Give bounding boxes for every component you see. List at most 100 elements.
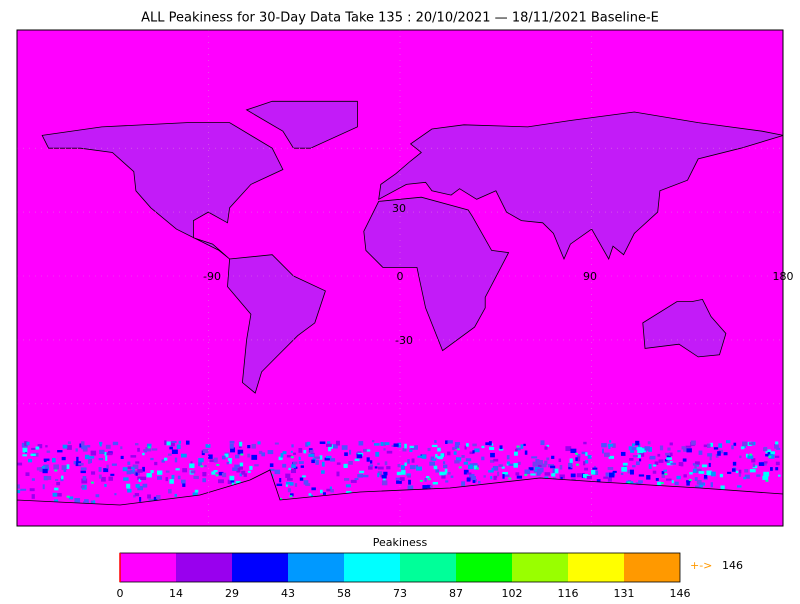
noise-cell [80,470,86,474]
noise-cell [204,465,207,468]
noise-cell [291,464,296,469]
noise-cell [170,441,175,447]
noise-cell [756,474,761,477]
noise-cell [507,461,510,465]
noise-cell [174,493,177,497]
noise-cell [269,463,274,468]
noise-cell [193,475,199,480]
noise-cell [622,462,628,466]
noise-cell [441,474,446,479]
noise-cell [427,478,431,481]
noise-cell [763,461,768,464]
noise-cell [703,444,708,448]
noise-cell [666,458,670,464]
lat-label: -30 [395,334,413,347]
noise-cell [386,466,391,470]
noise-cell [575,463,579,466]
noise-cell [286,455,292,458]
noise-cell [483,475,486,478]
noise-cell [156,495,161,500]
noise-cell [165,477,169,482]
noise-cell [416,466,422,471]
noise-cell [648,447,653,452]
noise-cell [738,469,742,474]
noise-cell [43,464,49,469]
noise-cell [145,447,152,452]
noise-cell [620,451,626,456]
noise-cell [592,467,598,470]
noise-cell [349,449,352,455]
noise-cell [694,461,700,465]
noise-cell [110,473,115,476]
noise-cell [605,472,610,477]
noise-cell [570,473,576,478]
noise-cell [485,442,491,446]
noise-cell [447,440,453,444]
noise-cell [469,451,474,455]
noise-cell [524,450,528,455]
noise-cell [432,481,438,485]
noise-cell [445,480,449,483]
noise-cell [488,470,494,473]
noise-cell [601,443,607,448]
noise-cell [742,441,748,447]
noise-cell [655,477,659,481]
noise-cell [731,468,736,472]
noise-cell [329,486,332,491]
noise-cell [749,453,753,456]
noise-cell [629,458,634,461]
noise-cell [516,475,523,479]
noise-cell [28,458,33,463]
noise-cell [698,471,705,474]
noise-cell [229,440,235,444]
noise-cell [67,441,71,445]
noise-cell [667,447,671,451]
noise-cell [612,443,616,448]
noise-cell [627,469,632,474]
noise-cell [536,459,543,465]
noise-cell [747,455,754,459]
noise-cell [80,485,85,489]
noise-cell [22,454,28,457]
noise-cell [176,444,181,449]
noise-cell [232,467,238,471]
noise-cell [142,483,148,488]
noise-cell [609,440,612,443]
noise-cell [422,485,428,490]
noise-cell [628,446,634,451]
noise-cell [553,468,559,474]
noise-cell [583,441,587,445]
noise-cell [377,466,384,470]
noise-cell [688,478,692,481]
noise-cell [213,470,218,473]
noise-cell [321,461,325,467]
noise-cell [247,470,251,473]
noise-cell [458,466,462,469]
noise-cell [587,455,592,459]
noise-cell [279,478,282,483]
noise-cell [133,494,136,498]
colorbar-tick-label: 87 [449,587,463,600]
noise-cell [490,443,494,446]
noise-cell [229,475,235,481]
noise-cell [290,468,297,474]
noise-cell [731,445,734,450]
noise-cell [335,440,340,446]
noise-cell [669,442,673,446]
noise-cell [623,465,627,468]
noise-cell [98,457,104,461]
noise-cell [707,453,713,457]
noise-cell [474,448,480,453]
noise-cell [463,469,469,475]
noise-cell [330,489,334,493]
noise-cell [701,464,708,468]
noise-cell [137,447,140,452]
noise-cell [550,465,556,469]
noise-cell [198,462,202,467]
colorbar-tick-label: 146 [670,587,691,600]
noise-cell [608,455,615,459]
noise-cell [718,449,724,454]
noise-cell [698,482,704,486]
noise-cell [749,468,756,473]
noise-cell [652,464,657,467]
